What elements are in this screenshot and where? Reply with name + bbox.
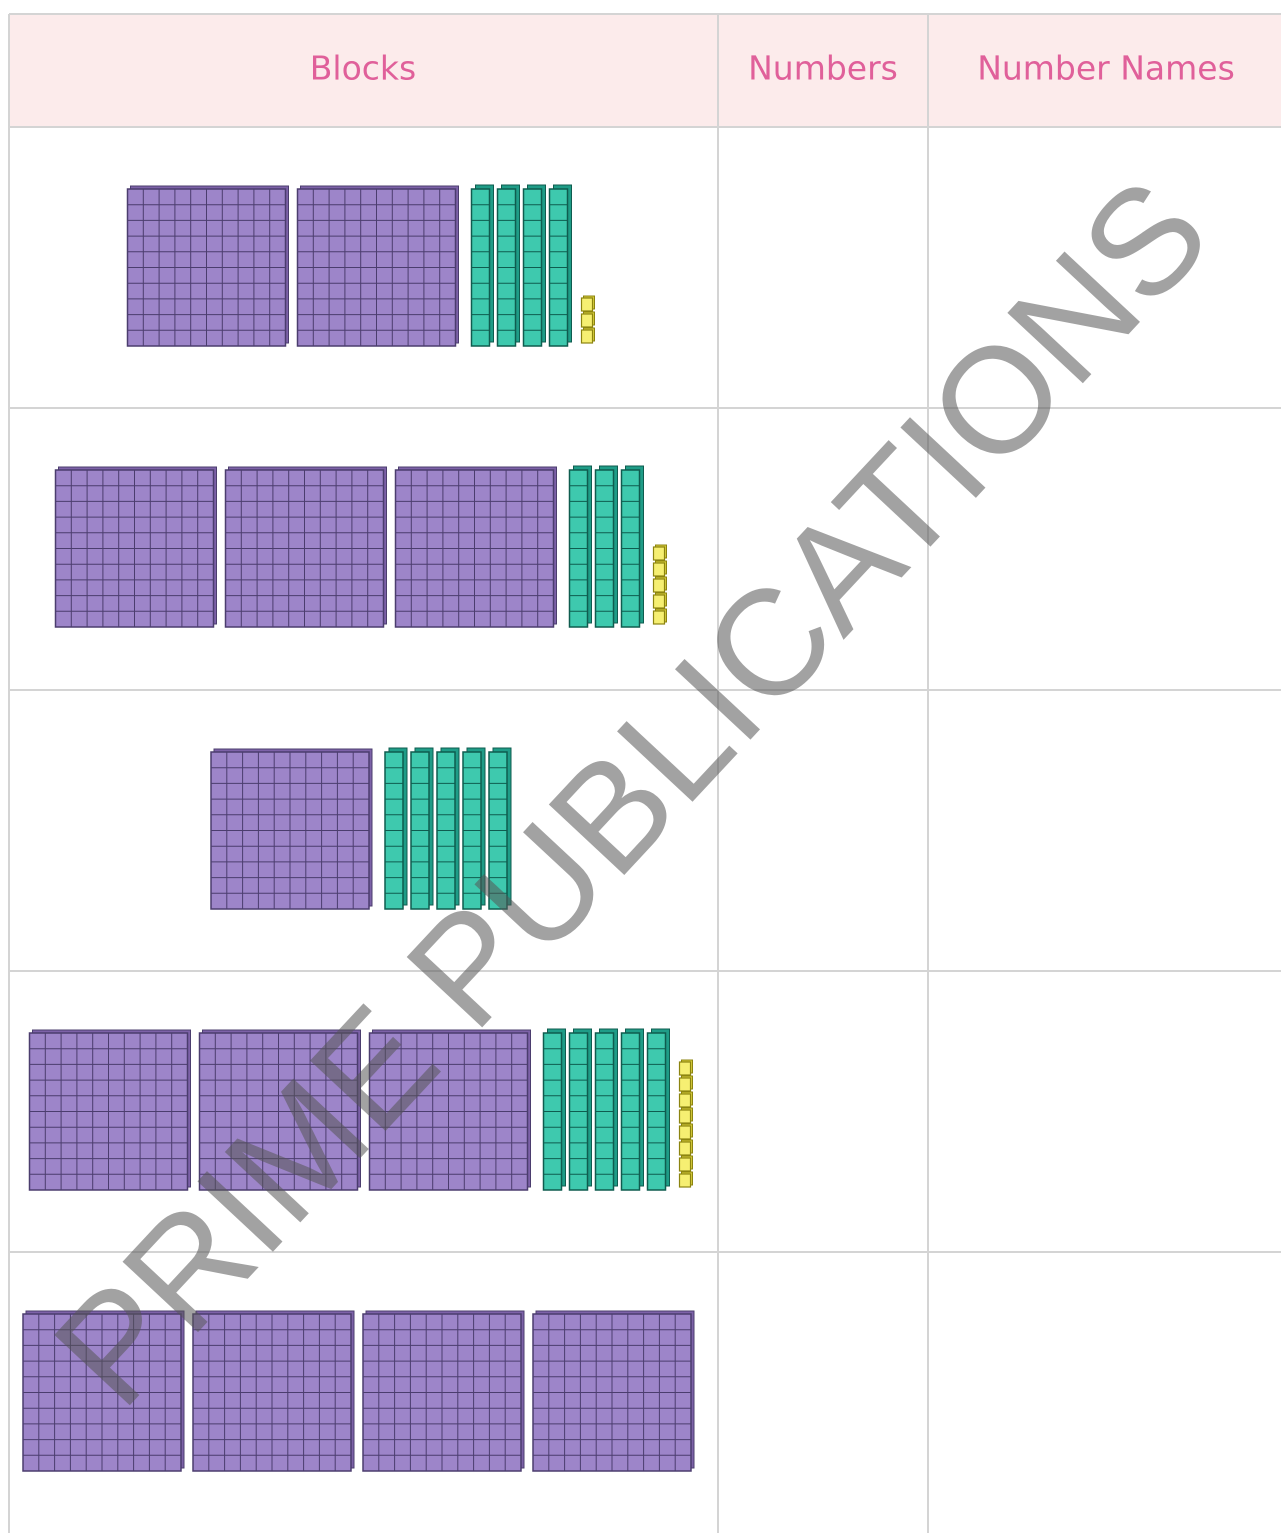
one-cube-face: [654, 563, 665, 576]
one-cube-face: [680, 1062, 691, 1075]
column-header: Blocks: [310, 49, 416, 88]
one-cube-face: [680, 1174, 691, 1187]
one-cube-face: [680, 1078, 691, 1091]
one-cube-face: [680, 1142, 691, 1155]
one-cube-face: [582, 298, 593, 311]
one-cube-face: [680, 1126, 691, 1139]
one-cube-face: [654, 611, 665, 624]
one-cube-face: [582, 314, 593, 327]
page: Blocks Numbers Number Names PRIME PUBLIC…: [0, 0, 1281, 1533]
one-cube-face: [654, 547, 665, 560]
one-cube-face: [680, 1094, 691, 1107]
one-cube-face: [680, 1110, 691, 1123]
one-cube-face: [582, 330, 593, 343]
worksheet: Blocks Numbers Number Names PRIME PUBLIC…: [0, 0, 1281, 1533]
column-header: Number Names: [977, 49, 1235, 88]
one-cube-face: [654, 595, 665, 608]
column-header: Numbers: [748, 49, 898, 88]
one-cube-face: [654, 579, 665, 592]
one-cube-face: [680, 1158, 691, 1171]
